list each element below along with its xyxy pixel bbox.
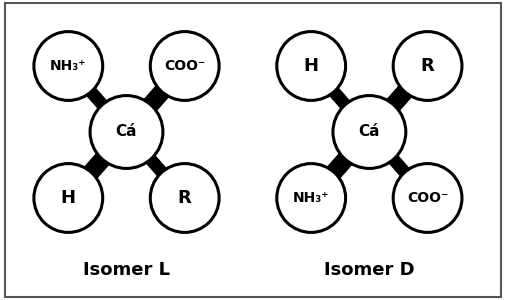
Circle shape [332,96,405,168]
Text: NH₃⁺: NH₃⁺ [50,59,86,73]
Text: Isomer D: Isomer D [323,261,414,279]
Circle shape [276,32,345,101]
Text: NH₃⁺: NH₃⁺ [292,191,329,205]
Circle shape [150,32,219,101]
Text: COO⁻: COO⁻ [164,59,205,73]
Circle shape [392,32,461,101]
Text: Cá: Cá [116,124,137,140]
Circle shape [34,164,103,232]
Text: Cá: Cá [358,124,379,140]
Circle shape [276,164,345,232]
Text: Isomer L: Isomer L [83,261,170,279]
Text: H: H [61,189,76,207]
Text: H: H [303,57,318,75]
Text: R: R [420,57,434,75]
Text: COO⁻: COO⁻ [406,191,447,205]
Circle shape [90,96,163,168]
Text: R: R [177,189,191,207]
Circle shape [34,32,103,101]
Circle shape [392,164,461,232]
Circle shape [150,164,219,232]
